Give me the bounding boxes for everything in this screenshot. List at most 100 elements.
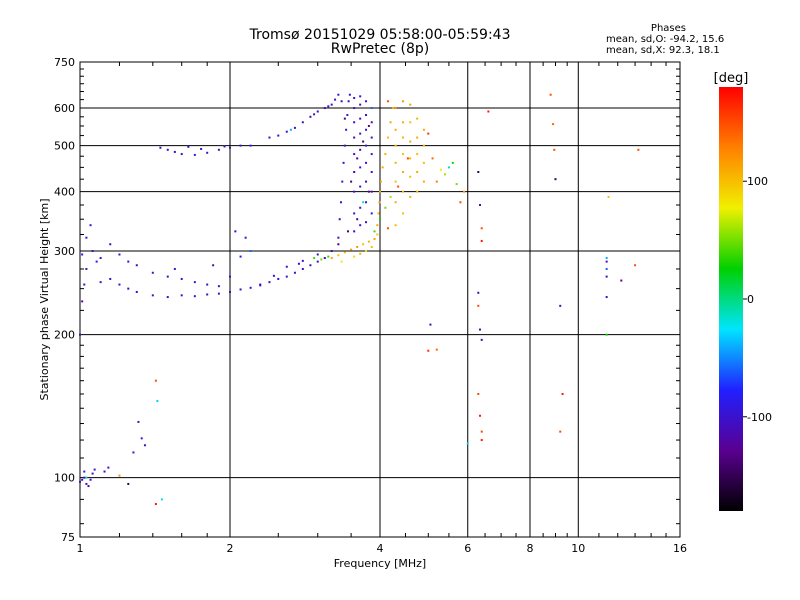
- data-point: [353, 171, 356, 174]
- data-point: [327, 105, 330, 108]
- data-point: [301, 267, 304, 270]
- data-point: [89, 478, 92, 481]
- data-point: [135, 290, 138, 293]
- data-point: [561, 393, 564, 396]
- data-point: [277, 134, 280, 137]
- data-point: [272, 274, 275, 277]
- data-point: [402, 190, 405, 193]
- data-point: [487, 110, 490, 113]
- data-point: [435, 348, 438, 351]
- data-point: [451, 161, 454, 164]
- data-point: [309, 264, 312, 267]
- data-point: [346, 230, 349, 233]
- data-point: [127, 287, 130, 290]
- data-point: [353, 121, 356, 124]
- data-point: [392, 107, 395, 110]
- data-point: [477, 304, 480, 307]
- data-point: [402, 153, 405, 156]
- data-point: [370, 190, 373, 193]
- data-point: [337, 243, 340, 246]
- data-point: [353, 230, 356, 233]
- data-point: [359, 185, 362, 188]
- data-point: [350, 248, 353, 251]
- data-point: [206, 293, 209, 296]
- data-point: [93, 468, 96, 471]
- data-point: [91, 472, 94, 475]
- data-point: [480, 430, 483, 433]
- data-point: [95, 260, 98, 263]
- data-point: [479, 328, 482, 331]
- data-point: [313, 113, 316, 116]
- data-point: [370, 153, 373, 156]
- data-point: [85, 236, 88, 239]
- data-point: [620, 279, 623, 282]
- data-point: [239, 255, 242, 258]
- data-point: [217, 148, 220, 151]
- data-point: [359, 166, 362, 169]
- data-point: [480, 239, 483, 242]
- data-point: [151, 271, 154, 274]
- data-point: [479, 414, 482, 417]
- data-point: [422, 144, 425, 147]
- data-point: [362, 243, 365, 246]
- data-point: [409, 103, 412, 106]
- phase-stats-title: Phases: [650, 23, 686, 34]
- data-point: [409, 157, 412, 160]
- data-point: [553, 148, 556, 151]
- data-point: [376, 224, 379, 227]
- data-point: [365, 114, 368, 117]
- data-point: [212, 264, 215, 267]
- data-point: [389, 121, 392, 124]
- data-point: [378, 201, 381, 204]
- data-point: [356, 245, 359, 248]
- data-point: [206, 283, 209, 286]
- data-point: [340, 260, 343, 263]
- data-point: [359, 95, 362, 98]
- data-point: [353, 107, 356, 110]
- data-point: [229, 146, 231, 149]
- data-point: [443, 173, 446, 176]
- data-point: [559, 304, 562, 307]
- data-point: [109, 243, 112, 246]
- data-point: [605, 333, 608, 336]
- data-point: [285, 130, 288, 133]
- data-point: [193, 153, 196, 156]
- data-point: [605, 267, 608, 270]
- data-point: [554, 178, 557, 181]
- data-point: [394, 201, 397, 204]
- data-point: [277, 277, 280, 280]
- phase-stats-o: mean, sd,O: -94.2, 15.6: [606, 34, 725, 45]
- data-point: [416, 136, 419, 139]
- data-point: [365, 100, 368, 103]
- data-point: [285, 275, 288, 278]
- data-point: [81, 253, 84, 256]
- data-point: [406, 157, 409, 160]
- data-point: [416, 117, 419, 120]
- data-point: [83, 283, 86, 286]
- data-point: [439, 168, 442, 171]
- data-point: [359, 117, 362, 120]
- data-point: [268, 136, 271, 139]
- data-point: [193, 295, 196, 298]
- data-point: [353, 212, 356, 215]
- data-point: [480, 439, 483, 442]
- data-point: [373, 238, 376, 241]
- data-point: [313, 257, 316, 260]
- data-point: [370, 171, 373, 174]
- data-point: [337, 254, 340, 257]
- data-point: [330, 103, 333, 106]
- data-point: [316, 260, 319, 263]
- data-point: [249, 286, 252, 289]
- data-point: [289, 128, 292, 131]
- phase-stats-x: mean, sd,X: 92.3, 18.1: [606, 45, 720, 56]
- data-point: [459, 201, 462, 204]
- data-point: [409, 121, 412, 124]
- data-point: [353, 255, 356, 258]
- data-point: [89, 224, 92, 227]
- data-point: [166, 296, 169, 299]
- data-point: [463, 190, 466, 193]
- data-point: [477, 171, 480, 174]
- data-point: [309, 115, 312, 118]
- data-point: [259, 283, 262, 286]
- data-point: [151, 294, 154, 297]
